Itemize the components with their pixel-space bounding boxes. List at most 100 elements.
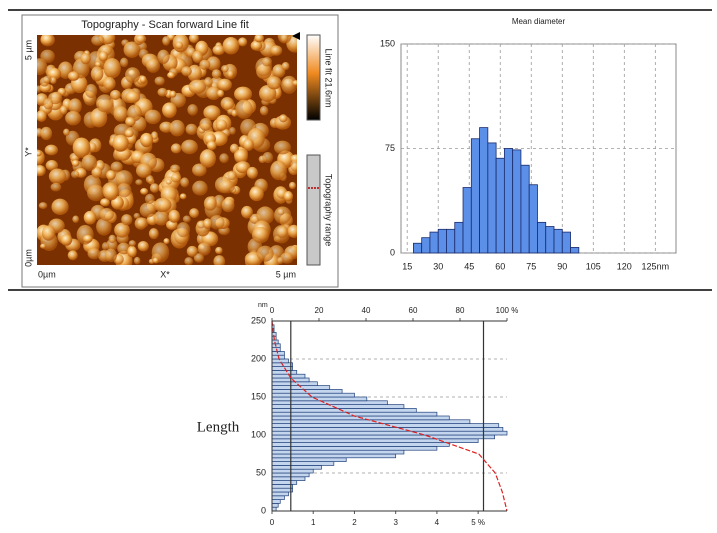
grain [185, 123, 198, 135]
grain [181, 139, 198, 155]
grain [175, 41, 184, 50]
y-label: 5 µm [23, 40, 33, 60]
grain [154, 76, 165, 86]
grain [270, 45, 283, 56]
grain [48, 168, 67, 185]
grain [81, 154, 98, 171]
x-label: X* [160, 269, 170, 279]
grain [116, 183, 132, 198]
grain [40, 126, 53, 141]
bar [271, 411, 438, 417]
bar [429, 231, 439, 254]
grain [203, 196, 217, 211]
y-tick-label: 50 [256, 467, 266, 477]
grain [153, 210, 169, 226]
bar [553, 228, 563, 254]
bar [271, 404, 405, 409]
grain [39, 243, 47, 249]
grain [51, 198, 69, 216]
grain [211, 69, 222, 79]
grain [90, 66, 104, 82]
grain [192, 50, 203, 63]
x-tick-label: 0 [270, 518, 275, 527]
grain [49, 76, 57, 85]
x-tick-label: 3 [393, 518, 398, 527]
bar [561, 231, 571, 254]
bar [271, 392, 355, 398]
grain [152, 257, 159, 264]
grain [125, 117, 136, 127]
grain [157, 87, 168, 97]
grain [65, 110, 82, 126]
grain [212, 44, 225, 56]
grain [283, 191, 294, 202]
grain [222, 37, 240, 55]
grain [103, 183, 119, 201]
grain [184, 257, 194, 265]
y-tick-label: 200 [251, 353, 266, 363]
grain [199, 118, 212, 131]
bar [271, 427, 504, 432]
grain [151, 242, 170, 263]
grain [85, 83, 98, 99]
grain [98, 51, 108, 62]
bar [545, 226, 555, 254]
grain [206, 86, 221, 100]
grain [188, 79, 207, 94]
grain [50, 182, 62, 192]
grain [221, 64, 229, 73]
grain [277, 208, 285, 216]
grain [192, 163, 207, 177]
grain [148, 228, 159, 240]
bar [271, 358, 289, 364]
bar [271, 419, 471, 424]
bar [512, 149, 522, 254]
grain [106, 170, 116, 181]
grain [280, 35, 289, 43]
grain [59, 105, 68, 115]
grain [139, 202, 156, 218]
grain [47, 67, 62, 80]
grain [104, 248, 117, 263]
bar [537, 221, 547, 254]
grain [170, 143, 182, 154]
bar [271, 400, 388, 405]
grain [254, 35, 265, 43]
grain [228, 126, 236, 135]
grain [220, 97, 235, 111]
grain [169, 119, 185, 137]
grain [127, 245, 137, 258]
grain [180, 177, 190, 188]
grain [40, 49, 55, 64]
grain [256, 245, 274, 262]
grain [216, 89, 225, 98]
grain [87, 248, 101, 260]
bar [271, 487, 293, 493]
x2-tick-label: 60 [409, 306, 418, 315]
grain [249, 186, 264, 202]
grain [204, 77, 213, 87]
bar [271, 457, 347, 462]
x2-tick-label: 80 [456, 306, 465, 315]
grain [186, 245, 198, 257]
grain [38, 202, 48, 210]
colorbar [306, 34, 321, 121]
image-title: Topography - Scan forward Line fit [81, 19, 249, 31]
grain [87, 184, 105, 202]
grain [67, 71, 80, 81]
grain [258, 85, 277, 103]
bar [271, 446, 438, 451]
range-label: Topography range [324, 174, 334, 247]
y-tick-label: 250 [251, 315, 266, 325]
bar [271, 468, 314, 474]
bar [271, 396, 368, 402]
grain [259, 105, 269, 116]
bar [271, 438, 479, 443]
grain [288, 181, 296, 190]
grain [250, 40, 263, 51]
bar [271, 503, 279, 508]
grain [103, 77, 116, 90]
grain [182, 215, 191, 223]
bar [437, 228, 447, 254]
bar [520, 164, 530, 254]
